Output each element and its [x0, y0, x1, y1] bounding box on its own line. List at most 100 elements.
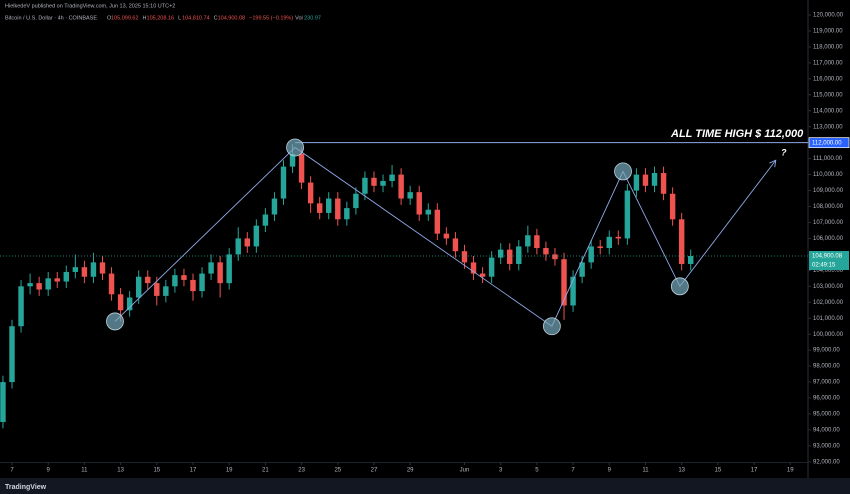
- candle-body: [615, 236, 622, 239]
- candle-body: [534, 235, 540, 249]
- candle-body: [208, 262, 214, 274]
- candle-body: [36, 283, 42, 290]
- candle-body: [624, 190, 631, 239]
- level-label: 112,000.00: [812, 140, 842, 146]
- x-tick-label: 7: [10, 468, 14, 474]
- candle-body: [81, 267, 88, 277]
- x-tick-label: 17: [190, 468, 197, 474]
- candle-body: [389, 174, 395, 181]
- x-tick-label: 7: [571, 468, 575, 474]
- y-tick-label: 113,000.00: [813, 124, 843, 130]
- y-tick-label: 114,000.00: [813, 108, 843, 114]
- candle-body: [669, 193, 676, 220]
- x-tick-label: 19: [787, 468, 794, 474]
- x-tick-label: 17: [751, 468, 758, 474]
- candle-body: [606, 236, 612, 249]
- footer-bar: [0, 478, 850, 494]
- last-price-box: [809, 250, 849, 270]
- candle-body: [434, 209, 441, 234]
- y-tick-label: 111,000.00: [813, 156, 843, 162]
- candle-body: [145, 276, 151, 284]
- candle-body: [380, 180, 386, 186]
- x-tick-label: 5: [535, 468, 539, 474]
- candle-body: [72, 267, 79, 272]
- y-tick-label: 102,000.00: [813, 300, 844, 306]
- ohlc-key: O: [107, 15, 112, 21]
- x-tick-label: 15: [715, 468, 722, 474]
- y-tick-label: 110,000.00: [813, 172, 843, 178]
- candle-body: [479, 273, 486, 277]
- candle-body: [108, 273, 115, 295]
- candle-body: [135, 276, 142, 298]
- candle-body: [488, 257, 495, 277]
- candle-body: [163, 286, 169, 296]
- y-tick-label: 92,000.00: [813, 459, 840, 465]
- ohlc-value: 105,099.62: [111, 15, 139, 21]
- annotation: ALL TIME HIGH $ 112,000: [670, 128, 804, 140]
- candle-body: [407, 192, 413, 199]
- x-tick-label: 9: [608, 468, 612, 474]
- candle-body: [271, 198, 278, 215]
- candle-body: [54, 278, 60, 282]
- candle-body: [425, 209, 431, 215]
- candle-body: [570, 276, 576, 306]
- candle-body: [678, 219, 685, 264]
- y-tick-label: 119,000.00: [813, 29, 843, 35]
- candle-body: [99, 262, 106, 274]
- y-tick-label: 106,000.00: [813, 236, 844, 242]
- candle-body: [525, 235, 531, 247]
- pattern-point: [106, 312, 124, 331]
- candle-body: [226, 254, 232, 284]
- candle-body: [316, 203, 323, 213]
- arrow-head: [769, 159, 777, 168]
- x-tick-label: 27: [371, 468, 378, 474]
- candle-body: [561, 259, 567, 306]
- candle-body: [63, 271, 70, 282]
- pattern-point: [614, 162, 632, 181]
- candle-body: [633, 174, 640, 191]
- pattern-line: [114, 146, 777, 327]
- y-tick-label: 115,000.00: [813, 92, 843, 98]
- candle-body: [398, 174, 404, 199]
- candle-body: [507, 249, 513, 264]
- pattern-point: [670, 277, 689, 296]
- x-tick-label: Jun: [460, 468, 470, 474]
- candle-body: [335, 198, 341, 220]
- x-tick-label: 29: [407, 468, 414, 474]
- candle-body: [416, 192, 422, 215]
- x-tick-label: 11: [642, 468, 649, 474]
- y-tick-label: 117,000.00: [813, 60, 843, 66]
- x-tick-label: 9: [47, 468, 51, 474]
- pattern-point: [286, 138, 304, 157]
- x-tick-label: 3: [499, 468, 503, 474]
- candle-body: [597, 246, 603, 249]
- change: −199.55 (−0.19%): [249, 15, 293, 21]
- y-tick-label: 93,000.00: [813, 443, 840, 449]
- candle-body: [651, 173, 658, 186]
- ohlc-value: 104,900.08: [218, 15, 246, 21]
- candle-body: [344, 208, 350, 220]
- candle-body: [190, 279, 196, 292]
- candle-body: [307, 182, 314, 204]
- annotation: ?: [781, 147, 787, 157]
- candle-body: [126, 297, 133, 311]
- y-tick-label: 103,000.00: [813, 284, 844, 290]
- publisher: HielkedeV published on TradingView.com, …: [5, 3, 175, 9]
- y-tick-label: 104,000.00: [813, 268, 844, 274]
- candle-body: [117, 294, 124, 311]
- y-tick-label: 107,000.00: [813, 220, 844, 226]
- pattern-point: [542, 317, 561, 336]
- candle-body: [45, 278, 51, 290]
- x-tick-label: 23: [298, 468, 305, 474]
- y-tick-label: 116,000.00: [813, 76, 843, 82]
- volume-key: Vol: [295, 15, 303, 21]
- y-tick-label: 97,000.00: [813, 380, 840, 386]
- ohlc-key: H: [143, 15, 147, 21]
- candle-body: [172, 275, 178, 287]
- candle-body: [642, 174, 649, 186]
- candle-body: [154, 283, 160, 296]
- candle-body: [353, 193, 359, 209]
- y-tick-label: 98,000.00: [813, 364, 840, 370]
